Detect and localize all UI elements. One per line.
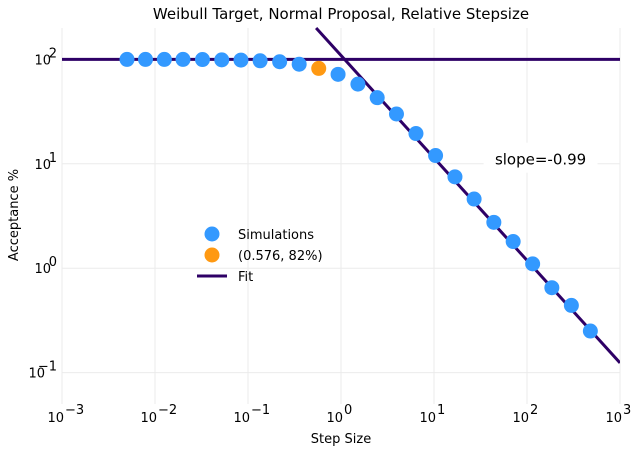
x-tick-label-base: 10 [326, 411, 343, 426]
simulation-point-9 [291, 56, 307, 72]
simulation-point-14 [408, 126, 424, 142]
simulation-point-7 [252, 53, 268, 69]
y-tick-label-exp: 2 [49, 46, 57, 61]
simulation-point-3 [175, 51, 191, 67]
simulation-point-6 [233, 52, 249, 68]
x-tick-5: 102 [512, 403, 538, 426]
legend-swatch [204, 226, 220, 242]
x-tick-label-exp: 0 [344, 403, 352, 418]
legend: Simulations (0.576, 82%) Fit [197, 226, 323, 285]
legend-label: Fit [238, 270, 253, 285]
y-tick-label-exp: −1 [38, 360, 57, 375]
simulation-point-18 [486, 214, 502, 230]
simulation-point-17 [466, 191, 482, 207]
chart-title: Weibull Target, Normal Proposal, Relativ… [153, 5, 529, 23]
x-tick-6: 103 [605, 403, 631, 426]
legend-entry-2: Fit [197, 270, 253, 285]
x-tick-0: 10−3 [47, 403, 84, 426]
x-tick-1: 10−2 [140, 403, 177, 426]
x-tick-label-base: 10 [140, 411, 157, 426]
x-tick-2: 10−1 [233, 403, 270, 426]
x-tick-label-exp: −1 [251, 403, 270, 418]
y-tick-label-base: 10 [34, 53, 51, 68]
x-tick-label-exp: 1 [437, 403, 445, 418]
x-tick-label-exp: −2 [158, 403, 177, 418]
simulation-point-12 [369, 90, 385, 106]
legend-entry-1: (0.576, 82%) [204, 247, 323, 264]
simulation-point-11 [350, 76, 366, 92]
x-tick-label-exp: −3 [65, 403, 84, 418]
x-tick-label-base: 10 [233, 411, 250, 426]
simulation-point-19 [505, 234, 521, 250]
simulation-point-15 [428, 148, 444, 164]
x-tick-label-exp: 2 [530, 403, 538, 418]
simulation-point-13 [388, 106, 404, 122]
simulation-point-0 [119, 51, 135, 67]
annotation-box [483, 142, 598, 173]
grid [61, 28, 621, 404]
x-tick-label-base: 10 [47, 411, 64, 426]
y-tick-label-base: 10 [34, 158, 51, 173]
legend-entry-0: Simulations [204, 226, 314, 243]
simulation-point-20 [525, 256, 541, 272]
y-tick-0: −110 [28, 360, 57, 382]
highlight-point-0 [311, 60, 327, 76]
annotation-text: slope=-0.99 [495, 151, 586, 169]
y-tick-label-exp: 0 [49, 255, 57, 270]
simulation-point-23 [582, 323, 598, 339]
x-tick-label-base: 10 [512, 411, 529, 426]
data-points [119, 51, 598, 339]
x-tick-3: 100 [326, 403, 352, 426]
simulation-point-22 [563, 297, 579, 313]
y-axis-label: Acceptance % [7, 169, 22, 261]
y-tick-3: 210 [34, 46, 57, 68]
legend-swatch [204, 247, 220, 263]
simulation-point-2 [156, 51, 172, 67]
simulation-point-16 [447, 169, 463, 185]
y-tick-1: 010 [34, 255, 57, 277]
y-tick-2: 110 [34, 151, 57, 173]
y-tick-label-base: 10 [28, 367, 45, 382]
simulation-point-1 [137, 51, 153, 67]
simulation-point-4 [194, 52, 210, 68]
annotation-0: slope=-0.99 [483, 142, 598, 173]
legend-label: Simulations [238, 228, 314, 243]
annotations: slope=-0.99 [483, 142, 598, 173]
simulation-point-5 [214, 52, 230, 68]
simulation-point-10 [330, 66, 346, 82]
x-tick-label-exp: 3 [623, 403, 631, 418]
x-tick-label-base: 10 [605, 411, 622, 426]
y-tick-label-exp: 1 [49, 151, 57, 166]
y-tick-label-base: 10 [34, 262, 51, 277]
x-tick-4: 101 [419, 403, 445, 426]
simulation-point-21 [544, 280, 560, 296]
legend-label: (0.576, 82%) [238, 249, 323, 264]
x-tick-label-base: 10 [419, 411, 436, 426]
simulation-point-8 [272, 54, 288, 70]
x-axis-label: Step Size [311, 432, 371, 447]
